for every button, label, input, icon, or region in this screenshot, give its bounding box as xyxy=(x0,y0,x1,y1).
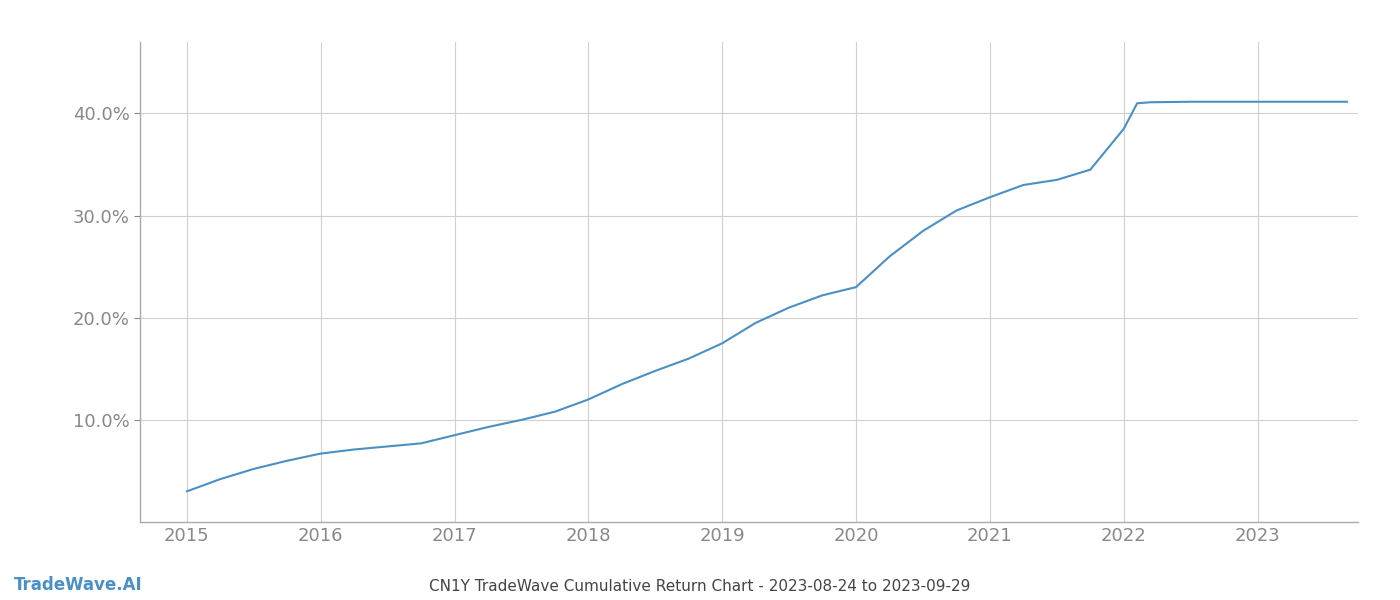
Text: CN1Y TradeWave Cumulative Return Chart - 2023-08-24 to 2023-09-29: CN1Y TradeWave Cumulative Return Chart -… xyxy=(430,579,970,594)
Text: TradeWave.AI: TradeWave.AI xyxy=(14,576,143,594)
